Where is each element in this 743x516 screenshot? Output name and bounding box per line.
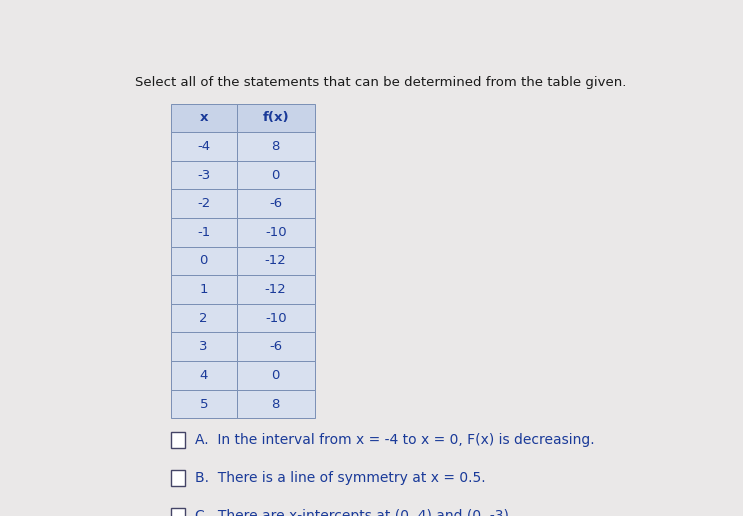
FancyBboxPatch shape [237,247,314,275]
FancyBboxPatch shape [237,304,314,332]
Text: -2: -2 [197,197,210,210]
FancyBboxPatch shape [171,304,237,332]
FancyBboxPatch shape [171,161,237,189]
Text: Select all of the statements that can be determined from the table given.: Select all of the statements that can be… [135,76,626,89]
FancyBboxPatch shape [171,470,185,486]
FancyBboxPatch shape [237,361,314,390]
FancyBboxPatch shape [171,390,237,418]
FancyBboxPatch shape [237,218,314,247]
FancyBboxPatch shape [237,332,314,361]
Text: 8: 8 [271,397,280,411]
FancyBboxPatch shape [171,132,237,161]
Text: 5: 5 [199,397,208,411]
Text: -3: -3 [197,169,210,182]
FancyBboxPatch shape [171,218,237,247]
FancyBboxPatch shape [237,275,314,304]
FancyBboxPatch shape [171,275,237,304]
Text: 4: 4 [200,369,208,382]
FancyBboxPatch shape [171,104,237,132]
FancyBboxPatch shape [237,390,314,418]
FancyBboxPatch shape [171,332,237,361]
Text: -6: -6 [269,340,282,353]
FancyBboxPatch shape [237,132,314,161]
Text: 2: 2 [199,312,208,325]
Text: B.  There is a line of symmetry at x = 0.5.: B. There is a line of symmetry at x = 0.… [195,471,486,485]
FancyBboxPatch shape [171,508,185,516]
Text: -12: -12 [265,254,287,267]
Text: 3: 3 [199,340,208,353]
Text: f(x): f(x) [262,111,289,124]
Text: -10: -10 [265,312,287,325]
FancyBboxPatch shape [171,247,237,275]
FancyBboxPatch shape [171,189,237,218]
FancyBboxPatch shape [237,161,314,189]
Text: C.  There are x-intercepts at (0, 4) and (0, -3).: C. There are x-intercepts at (0, 4) and … [195,509,513,516]
FancyBboxPatch shape [171,361,237,390]
Text: -4: -4 [197,140,210,153]
FancyBboxPatch shape [237,189,314,218]
Text: -6: -6 [269,197,282,210]
Text: -1: -1 [197,226,210,239]
Text: x: x [199,111,208,124]
Text: A.  In the interval from x = -4 to x = 0, F(x) is decreasing.: A. In the interval from x = -4 to x = 0,… [195,433,595,447]
Text: 0: 0 [271,369,280,382]
FancyBboxPatch shape [171,432,185,448]
Text: 8: 8 [271,140,280,153]
Text: 0: 0 [200,254,208,267]
Text: -10: -10 [265,226,287,239]
Text: -12: -12 [265,283,287,296]
Text: 1: 1 [199,283,208,296]
Text: 0: 0 [271,169,280,182]
FancyBboxPatch shape [237,104,314,132]
